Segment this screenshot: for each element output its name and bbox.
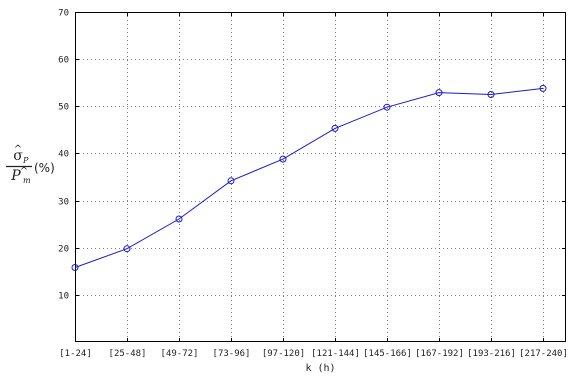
x-tick-label: [1-24]	[59, 349, 92, 359]
y-label-denominator: P	[10, 168, 21, 184]
x-axis-ticks: [1-24] [25-48] [49-72] [73-96] [97-120] [121-…	[59, 12, 568, 359]
data-point	[435, 89, 443, 97]
series-layer	[71, 84, 547, 271]
data-point	[227, 177, 235, 185]
plot-frame	[75, 12, 566, 342]
x-tick-label: [97-120]	[262, 349, 305, 359]
y-tick-label: 50	[58, 103, 69, 113]
data-point	[123, 245, 131, 253]
x-axis-label: k (h)	[305, 363, 335, 374]
y-tick-label: 60	[58, 56, 69, 66]
x-tick-label: [217-240]	[519, 349, 568, 359]
y-tick-label: 70	[58, 9, 69, 19]
data-point	[383, 103, 391, 111]
x-tick-label: [25-48]	[109, 349, 147, 359]
y-label-numerator-subscript: P	[22, 156, 29, 165]
y-tick-label: 40	[58, 150, 69, 160]
data-point	[487, 91, 495, 98]
y-label-denominator-subscript: m	[23, 176, 31, 185]
y-tick-label: 30	[58, 198, 69, 208]
x-tick-label: [193-216]	[467, 349, 516, 359]
y-tick-label: 20	[58, 245, 69, 255]
x-tick-label: [145-166]	[363, 349, 412, 359]
plot-area	[75, 12, 566, 342]
y-label-unit: (%)	[34, 161, 55, 175]
y-label-denominator-hat: ^	[20, 166, 28, 177]
y-label-numerator: σ	[13, 148, 23, 164]
data-point	[331, 124, 339, 132]
x-tick-label: [167-192]	[415, 349, 464, 359]
y-axis-ticks: 10 20 30 40 50 60 70	[58, 9, 566, 302]
series-line	[74, 87, 544, 268]
y-tick-label: 10	[58, 292, 69, 302]
x-tick-label: [49-72]	[161, 349, 199, 359]
data-point	[539, 84, 547, 92]
y-label-numerator-hat: ^	[14, 144, 22, 155]
x-tick-label: [73-96]	[213, 349, 251, 359]
y-axis-label: σ ^ P P ^ m (%)	[6, 144, 55, 185]
data-point	[279, 155, 287, 163]
data-point	[175, 215, 183, 223]
data-point	[71, 264, 79, 271]
x-tick-label: [121-144]	[311, 349, 360, 359]
